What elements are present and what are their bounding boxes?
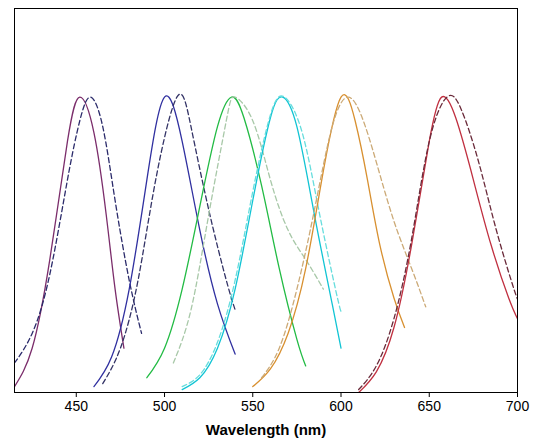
svg-text:Wavelength (nm): Wavelength (nm) xyxy=(206,421,326,438)
svg-text:650: 650 xyxy=(418,398,442,414)
svg-text:700: 700 xyxy=(506,398,530,414)
svg-text:600: 600 xyxy=(329,398,353,414)
svg-text:550: 550 xyxy=(241,398,265,414)
svg-text:500: 500 xyxy=(153,398,177,414)
svg-text:450: 450 xyxy=(65,398,89,414)
